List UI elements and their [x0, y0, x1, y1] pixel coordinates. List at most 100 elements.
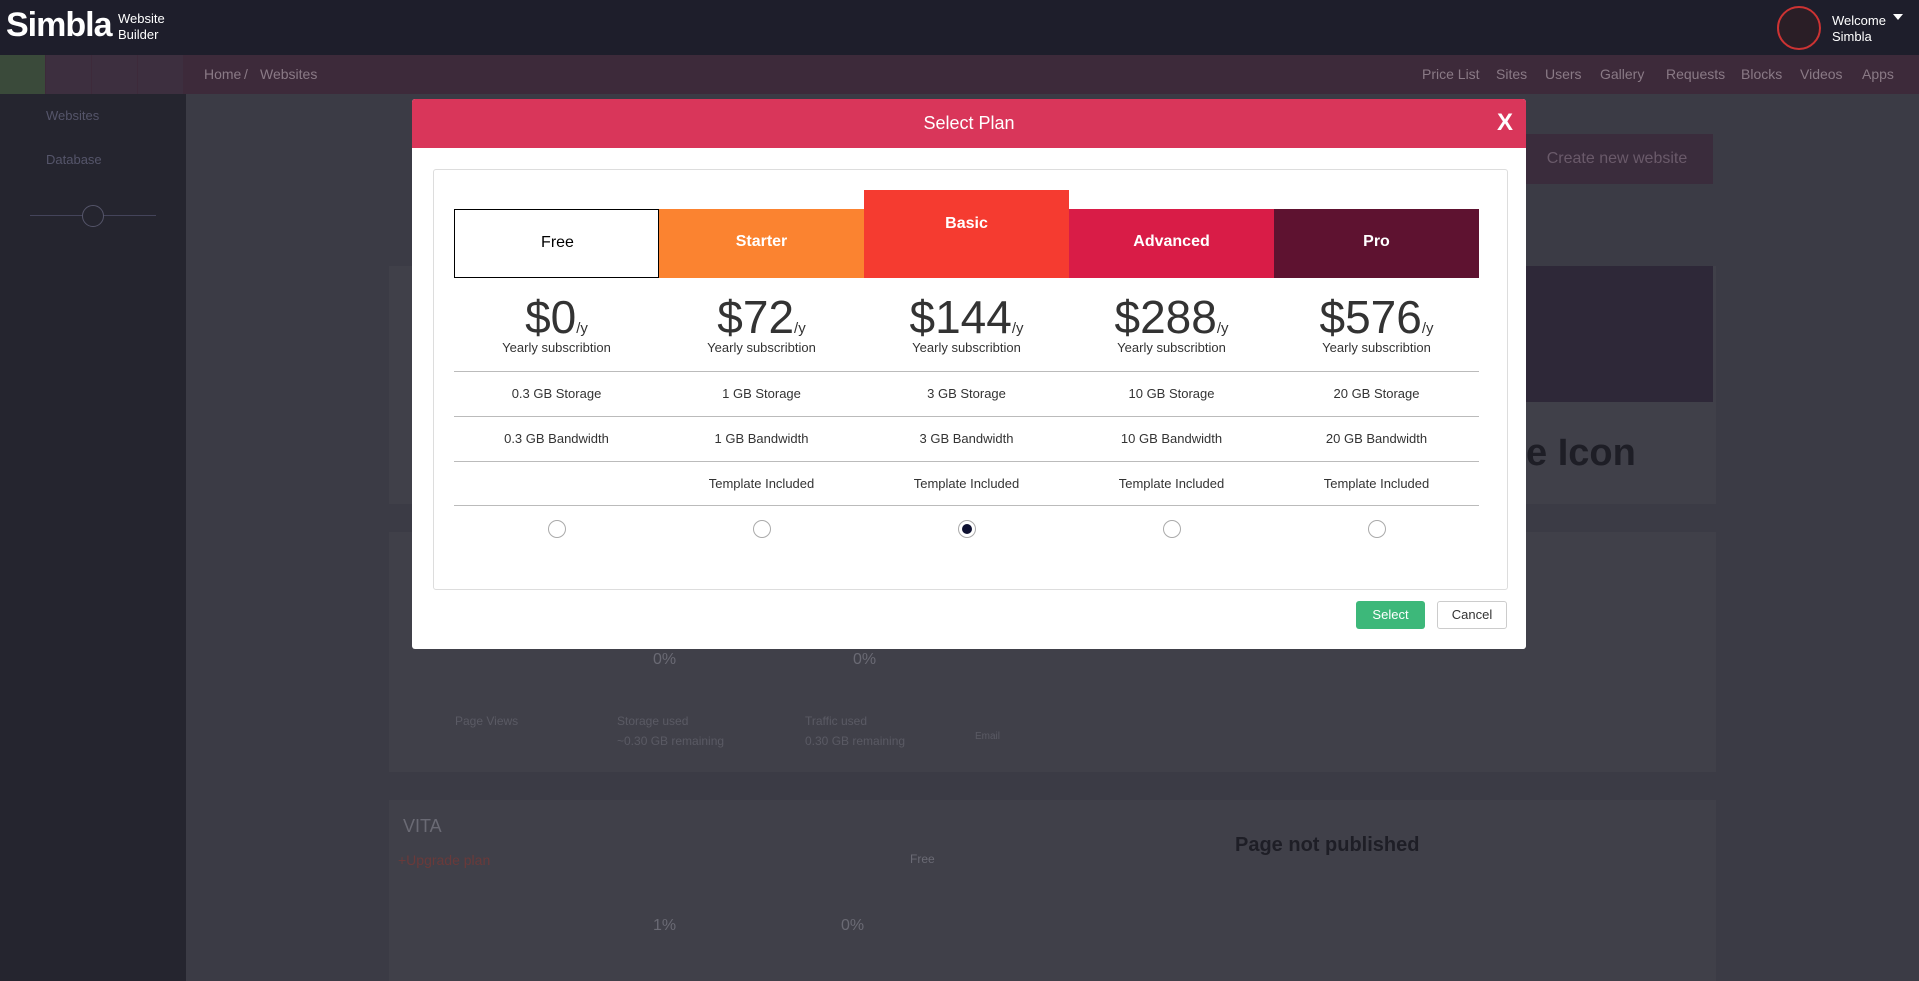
- avatar[interactable]: [1777, 6, 1821, 50]
- row-divider: [454, 416, 1479, 417]
- plan-price: $288/y: [1069, 290, 1274, 344]
- plan-label: Free: [910, 852, 935, 866]
- breadcrumb[interactable]: Websites: [260, 66, 318, 82]
- plan-storage: 1 GB Storage: [722, 386, 801, 401]
- stat-remaining: ~0.30 GB remaining: [617, 734, 725, 748]
- nav-icon[interactable]: [0, 55, 45, 94]
- price-amount: $72: [717, 291, 795, 343]
- stat-label: Page Views: [455, 714, 519, 728]
- stat-value: 0%: [841, 917, 865, 934]
- plan-bandwidth: 1 GB Bandwidth: [714, 431, 809, 446]
- collapse-button[interactable]: [82, 205, 104, 227]
- plan-price: $0/y: [454, 290, 659, 344]
- plan-name: Pro: [1363, 233, 1390, 250]
- row-divider: [454, 505, 1479, 506]
- nav-item[interactable]: Apps: [1862, 66, 1894, 82]
- plan-radio[interactable]: [547, 520, 566, 538]
- price-period: /y: [1421, 320, 1434, 337]
- row-divider: [454, 461, 1479, 462]
- row-divider: [454, 371, 1479, 372]
- nav-item[interactable]: Gallery: [1600, 66, 1645, 82]
- select-button[interactable]: Select: [1356, 601, 1425, 629]
- stat-value: 0%: [653, 651, 677, 668]
- price-amount: $144: [909, 291, 1012, 343]
- sidebar-item[interactable]: Websites: [46, 108, 100, 123]
- nav-item[interactable]: Sites: [1496, 66, 1528, 82]
- plan-radio[interactable]: [957, 520, 976, 538]
- plan-subtitle: Yearly subscribtion: [912, 340, 1021, 355]
- stat-value: 0%: [853, 651, 877, 668]
- price-amount: $0: [525, 291, 577, 343]
- plan-price: $576/y: [1274, 290, 1479, 344]
- close-button[interactable]: X: [1497, 109, 1514, 136]
- stat-value: 1%: [653, 917, 677, 934]
- preview-image: [1526, 266, 1713, 402]
- nav-icon[interactable]: [46, 55, 91, 94]
- price-amount: $576: [1319, 291, 1422, 343]
- plan-radio[interactable]: [752, 520, 771, 538]
- breadcrumb: /: [244, 66, 248, 82]
- sidebar-item[interactable]: Database: [46, 152, 102, 167]
- plan-name: Advanced: [1133, 233, 1210, 250]
- nav-icon[interactable]: [138, 55, 183, 94]
- email-label: Email: [975, 731, 1001, 742]
- plan-bandwidth: 20 GB Bandwidth: [1325, 431, 1428, 446]
- page-not-published: Page not published: [1235, 834, 1420, 856]
- stat-label: Traffic used: [805, 714, 868, 728]
- nav-item[interactable]: Videos: [1800, 66, 1843, 82]
- preview-text: e Icon: [1526, 432, 1636, 474]
- plan-header[interactable]: Advanced: [1069, 209, 1274, 278]
- logo-sub: Website Builder: [118, 11, 165, 42]
- plan-header[interactable]: Starter: [659, 209, 864, 278]
- plan-name: Basic: [945, 215, 988, 232]
- price-period: /y: [1216, 320, 1229, 337]
- plan-subtitle: Yearly subscribtion: [502, 340, 611, 355]
- radio-dot: [961, 524, 972, 534]
- nav-bar: Home / Websites Price List Sites Users Gallery…: [0, 55, 1919, 94]
- plan-storage: 3 GB Storage: [927, 386, 1006, 401]
- plan-price: $144/y: [864, 290, 1069, 344]
- plan-bandwidth: 3 GB Bandwidth: [919, 431, 1014, 446]
- plans-panel: Free $0/y Yearly subscribtion 0.3 GB Storag…: [433, 169, 1508, 590]
- nav-item[interactable]: Requests: [1666, 66, 1726, 82]
- nav-icon[interactable]: [92, 55, 137, 94]
- site-card: [389, 800, 1716, 981]
- nav-item[interactable]: Price List: [1422, 66, 1480, 82]
- nav-item[interactable]: Users: [1545, 66, 1582, 82]
- plan-storage: 10 GB Storage: [1128, 386, 1215, 401]
- price-period: /y: [1011, 320, 1024, 337]
- price-period: /y: [576, 320, 588, 337]
- cancel-button[interactable]: Cancel: [1437, 601, 1507, 629]
- modal-header: Select Plan X: [412, 99, 1526, 148]
- plan-subtitle: Yearly subscribtion: [1322, 340, 1431, 355]
- nav-item[interactable]: Blocks: [1741, 66, 1783, 82]
- create-button[interactable]: Create new website: [1521, 134, 1713, 184]
- modal: Select Plan X Free $0/y Yearly subscribtio…: [412, 99, 1526, 649]
- sidebar: Websites Database: [0, 94, 186, 981]
- modal-title: Select Plan: [923, 113, 1015, 133]
- breadcrumb[interactable]: Home: [204, 66, 242, 82]
- plan-name: Starter: [735, 233, 788, 250]
- user-name[interactable]: Simbla: [1832, 29, 1872, 44]
- plan-price: $72/y: [659, 290, 864, 344]
- plan-subtitle: Yearly subscribtion: [707, 340, 816, 355]
- plan-header[interactable]: Free: [454, 209, 659, 278]
- top-bar: Simbla Website Builder Welcome Simbla: [0, 0, 1919, 55]
- plan-subtitle: Yearly subscribtion: [1117, 340, 1226, 355]
- upgrade-link[interactable]: +Upgrade plan: [398, 852, 491, 868]
- plan-template: Template Included: [1323, 476, 1430, 491]
- stat-remaining: 0.30 GB remaining: [805, 734, 906, 748]
- dropdown-caret[interactable]: [1893, 14, 1903, 20]
- site-name: VITA: [403, 816, 442, 836]
- plan-radio[interactable]: [1162, 520, 1181, 538]
- welcome: Welcome: [1832, 13, 1886, 28]
- plan-bandwidth: 10 GB Bandwidth: [1120, 431, 1223, 446]
- plan-radio[interactable]: [1367, 520, 1386, 538]
- plan-bandwidth: 0.3 GB Bandwidth: [504, 431, 609, 446]
- plan-header[interactable]: Pro: [1274, 209, 1479, 278]
- plan-header[interactable]: Basic: [864, 190, 1069, 278]
- price-amount: $288: [1114, 291, 1217, 343]
- stat-label: Storage used: [617, 714, 689, 728]
- logo: Simbla: [6, 6, 112, 44]
